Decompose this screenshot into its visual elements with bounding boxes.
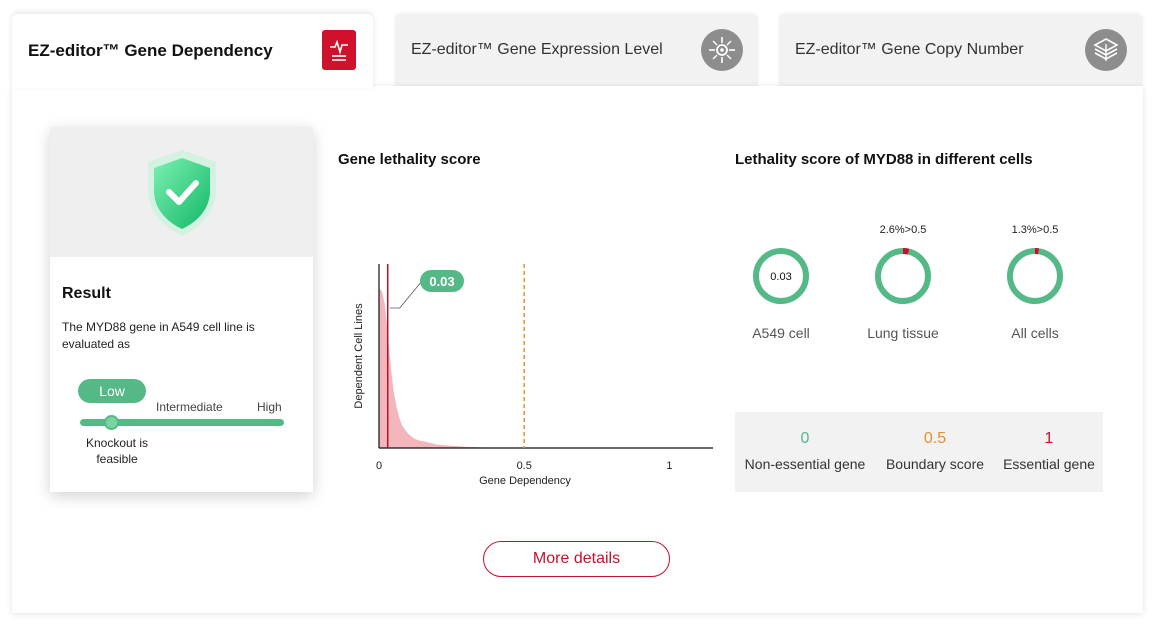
level-scale-bar — [80, 419, 284, 426]
donut-essential-arc — [902, 247, 910, 255]
legend-boundary: 0.5 Boundary score — [880, 430, 990, 472]
x-tick-labels: 0 0.5 1 — [376, 460, 673, 472]
x-axis-label: Gene Dependency — [479, 475, 571, 487]
shield-check-icon — [147, 150, 216, 236]
donut-a549: 0.03 A549 cell — [716, 222, 846, 362]
more-details-button[interactable]: More details — [483, 541, 670, 577]
tab-label: EZ-editor™ Gene Copy Number — [795, 41, 1024, 58]
donut-label: Lung tissue — [867, 325, 939, 341]
result-description: The MYD88 gene in A549 cell line is eval… — [62, 320, 255, 351]
donut-label: All cells — [1011, 325, 1059, 341]
layers-icon — [1085, 29, 1127, 71]
tab-gene-dependency[interactable]: EZ-editor™ Gene Dependency — [12, 14, 373, 88]
result-illustration — [50, 127, 313, 257]
distribution-area — [379, 288, 496, 448]
scale-label-high: High — [257, 400, 282, 414]
x-tick-label: 1 — [666, 460, 672, 472]
chart-title: Gene lethality score — [338, 151, 481, 168]
donut-ring — [1007, 247, 1063, 304]
pulse-document-icon — [322, 30, 356, 70]
legend-value: 1 — [1044, 430, 1054, 447]
legend-label: Essential gene — [1003, 456, 1095, 472]
donut-all-cells: 1.3%>0.5 All cells — [970, 222, 1100, 362]
tab-gene-expression-level[interactable]: EZ-editor™ Gene Expression Level — [395, 14, 758, 86]
donut-note: 1.3%>0.5 — [1011, 224, 1059, 236]
donut-note: 2.6%>0.5 — [879, 224, 927, 236]
target-icon — [701, 29, 743, 71]
level-scale-knob — [104, 415, 119, 430]
donut-ring: 0.03 — [753, 248, 809, 304]
y-axis-label: Dependent Cell Lines — [353, 303, 365, 409]
legend-value: 0 — [800, 430, 810, 447]
marker-value-badge — [420, 270, 464, 292]
donut-lung-tissue: 2.6%>0.5 Lung tissue — [838, 222, 968, 362]
scale-label-intermediate: Intermediate — [156, 400, 223, 414]
result-card: Result The MYD88 gene in A549 cell line … — [50, 127, 313, 492]
cells-title: Lethality score of MYD88 in different ce… — [735, 151, 1033, 168]
x-tick-label: 0.5 — [517, 460, 532, 472]
marker-value: 0.03 — [429, 274, 454, 289]
score-legend: 0 Non-essential gene 0.5 Boundary score … — [735, 412, 1103, 492]
legend-label: Boundary score — [885, 456, 985, 472]
tab-label: EZ-editor™ Gene Expression Level — [411, 41, 663, 58]
x-tick-label: 0 — [376, 460, 382, 472]
lethality-chart: Dependent Cell Lines 0.03 0 0.5 1 Gene Dep… — [353, 264, 713, 487]
legend-non-essential: 0 Non-essential gene — [743, 430, 867, 472]
level-badge: Low — [78, 379, 146, 403]
knockout-note: Knockout is feasible — [85, 436, 149, 466]
donut-ring — [875, 247, 931, 304]
marker-leader — [389, 280, 423, 309]
tab-label: EZ-editor™ Gene Dependency — [28, 41, 273, 60]
donut-label: A549 cell — [752, 325, 810, 341]
tab-gene-copy-number[interactable]: EZ-editor™ Gene Copy Number — [779, 14, 1143, 86]
legend-label: Non-essential gene — [744, 456, 866, 472]
result-title: Result — [62, 285, 111, 302]
legend-value: 0.5 — [923, 430, 947, 447]
legend-essential: 1 Essential gene — [999, 430, 1099, 472]
donut-note — [716, 222, 846, 238]
donut-center-value: 0.03 — [770, 271, 791, 283]
